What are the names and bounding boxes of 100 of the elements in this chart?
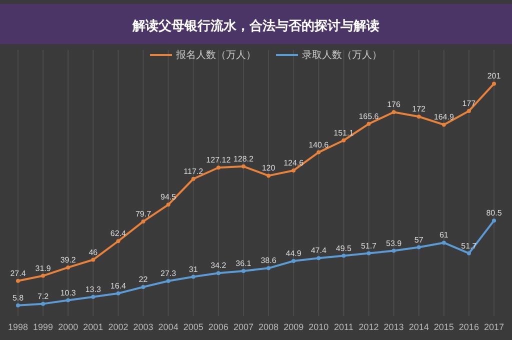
data-label: 27.3 [160,268,177,278]
x-tick-label: 2002 [108,322,128,332]
point [392,110,396,114]
x-tick-label: 2011 [334,322,354,332]
point [41,274,46,278]
data-label: 27.4 [10,268,26,278]
point [492,218,496,223]
data-label: 124.6 [284,158,304,168]
data-label: 79.7 [135,209,152,218]
data-label: 22 [138,275,148,284]
data-label: 140.6 [308,140,330,150]
x-tick-label: 2009 [284,322,304,332]
x-tick-label: 1998 [8,322,28,332]
data-label: 31 [188,264,198,274]
data-label: 117.2 [184,166,204,176]
point [216,271,220,276]
x-tick-label: 2008 [258,322,279,332]
data-label: 34.2 [210,261,227,270]
point [66,265,70,270]
point [466,251,471,256]
x-tick-label: 2004 [158,322,178,332]
data-label: 164.9 [434,112,454,122]
x-tick-label: 2012 [358,322,379,332]
data-label: 127.12 [206,156,232,165]
point [191,274,196,279]
data-label: 61 [439,230,449,240]
point [466,108,471,113]
point [166,278,170,283]
legend-label: 录取人数（万人） [302,50,382,61]
point [141,219,146,224]
point [91,294,96,299]
point [66,298,70,302]
point [266,266,271,270]
data-label: 38.6 [260,256,277,266]
data-label: 39.2 [60,255,76,264]
point [316,150,321,154]
point [216,166,220,170]
x-tick-label: 2017 [484,322,504,332]
data-label: 13.3 [85,284,102,294]
point [292,259,296,263]
x-tick-label: 2006 [208,322,228,332]
x-tick-label: 2000 [58,322,78,332]
data-label: 128.2 [233,154,254,164]
data-label: 44.9 [286,249,302,258]
data-label: 7.2 [37,292,50,301]
data-label: 62.4 [110,229,127,238]
x-tick-label: 2010 [308,322,329,332]
x-tick-label: 2015 [434,322,454,332]
point [342,254,346,258]
point [241,164,246,168]
x-tick-label: 2014 [408,322,429,332]
x-tick-label: 2003 [133,322,154,332]
x-tick-label: 2007 [233,322,254,332]
data-label: 49.5 [336,244,352,253]
x-tick-label: 2005 [183,322,204,332]
x-tick-label: 1999 [33,322,54,332]
point [16,278,20,283]
data-label: 46 [88,248,98,257]
x-tick-label: 2001 [83,322,104,332]
data-label: 53.9 [386,238,402,248]
point [116,291,120,296]
point [416,245,421,250]
data-label: 201 [487,72,502,81]
point [366,122,371,126]
point [241,268,246,273]
point [342,138,346,142]
chart-title: 解读父母银行流水，合法与否的探讨与解读 [132,18,380,33]
data-label: 57 [414,235,424,244]
point [266,174,271,178]
point [166,202,170,207]
data-label: 172 [412,104,426,114]
point [41,302,46,306]
point [416,114,421,119]
point [116,239,120,244]
data-label: 176 [387,100,402,110]
data-label: 80.5 [486,208,502,218]
point [16,303,20,308]
point [141,285,146,290]
point [292,168,296,172]
data-label: 10.3 [60,288,76,298]
point [442,240,446,245]
point [366,251,371,256]
data-label: 5.8 [12,293,24,302]
data-label: 177 [462,98,476,108]
x-tick-label: 2013 [384,322,404,332]
point [492,82,496,86]
data-label: 51.7 [360,241,378,250]
x-tick-label: 2016 [458,322,479,332]
point [191,176,196,181]
data-label: 47.4 [310,246,327,256]
data-label: 120 [262,164,276,173]
point [392,248,396,253]
legend-label: 报名人数（万人） [175,49,256,61]
data-label: 165.6 [358,112,380,121]
point [442,122,446,127]
data-label: 31.9 [35,264,52,273]
point [91,258,96,262]
point [316,256,321,260]
data-label: 36.1 [236,258,252,268]
data-label: 16.4 [110,281,127,290]
